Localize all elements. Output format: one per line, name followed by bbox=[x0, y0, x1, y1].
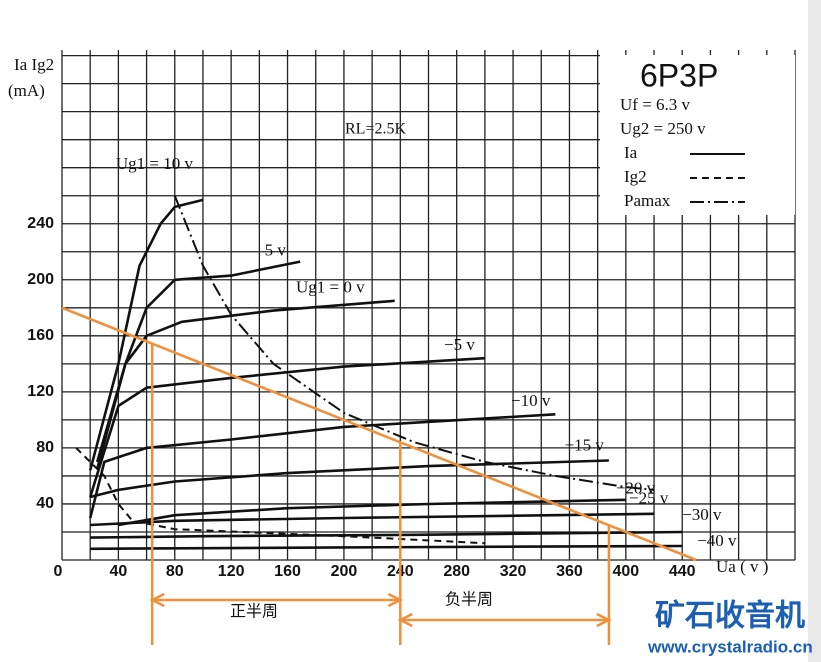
series-label: Ug1 = 0 v bbox=[296, 278, 365, 297]
x-tick-label: 160 bbox=[274, 563, 301, 580]
y-tick-label: 160 bbox=[27, 327, 54, 344]
series-label: −15 v bbox=[565, 435, 605, 454]
legend-text: Ug2 = 250 v bbox=[620, 119, 706, 138]
legend-label: Ia bbox=[624, 143, 638, 162]
x-label: Ua ( v ) bbox=[716, 557, 768, 576]
series-label: −30 v bbox=[682, 505, 722, 524]
series-line bbox=[90, 512, 655, 527]
x-tick-label: 320 bbox=[500, 563, 527, 580]
y-tick-label: 200 bbox=[27, 271, 54, 288]
legend-label: Pamax bbox=[624, 191, 671, 210]
scroll-edge bbox=[808, 0, 821, 662]
y-tick-label: 120 bbox=[27, 383, 54, 400]
series-line bbox=[118, 498, 626, 527]
series-label: −5 v bbox=[444, 335, 475, 354]
series-label: −10 v bbox=[511, 391, 551, 410]
span-label: 正半周 bbox=[230, 602, 278, 621]
y-tick-label: 40 bbox=[36, 495, 54, 512]
x-tick-label: 200 bbox=[331, 563, 358, 580]
series-label: −40 v bbox=[697, 531, 737, 550]
watermark: 矿石收音机 bbox=[655, 599, 805, 634]
series-line bbox=[95, 299, 395, 470]
y-label: Ia Ig2 bbox=[14, 55, 54, 74]
legend-text: Uf = 6.3 v bbox=[620, 95, 691, 114]
series-line bbox=[90, 544, 683, 551]
series-label: Ug1 = 10 v bbox=[116, 154, 194, 173]
chart-title: 6P3P bbox=[640, 57, 718, 93]
arrow-head bbox=[387, 592, 404, 608]
x-tick-label: 0 bbox=[54, 563, 63, 580]
y-tick-label: 80 bbox=[36, 439, 54, 456]
watermark-url: www.crystalradio.cn bbox=[647, 637, 813, 656]
arrow-head bbox=[397, 612, 413, 628]
legend-label: Ig2 bbox=[624, 167, 647, 186]
series-label: −25 v bbox=[629, 489, 669, 508]
x-tick-label: 360 bbox=[556, 563, 583, 580]
series-label: 5 v bbox=[265, 240, 287, 259]
legend-box bbox=[600, 55, 795, 215]
y-unit: (mA) bbox=[8, 81, 45, 100]
x-tick-label: 440 bbox=[669, 563, 696, 580]
annotation: RL=2.5K bbox=[345, 121, 406, 138]
x-tick-label: 120 bbox=[218, 563, 245, 580]
series-line bbox=[88, 413, 556, 519]
series-line bbox=[88, 356, 485, 498]
series-line bbox=[61, 306, 697, 562]
span-label: 负半周 bbox=[445, 590, 493, 609]
series-line bbox=[75, 447, 485, 545]
x-tick-label: 400 bbox=[612, 563, 639, 580]
x-tick-label: 40 bbox=[109, 563, 127, 580]
x-tick-label: 80 bbox=[166, 563, 184, 580]
arrow-head bbox=[596, 612, 612, 628]
x-tick-label: 280 bbox=[443, 563, 470, 580]
series-line bbox=[173, 195, 655, 491]
y-tick-label: 240 bbox=[27, 215, 54, 232]
arrow-head bbox=[149, 592, 165, 608]
